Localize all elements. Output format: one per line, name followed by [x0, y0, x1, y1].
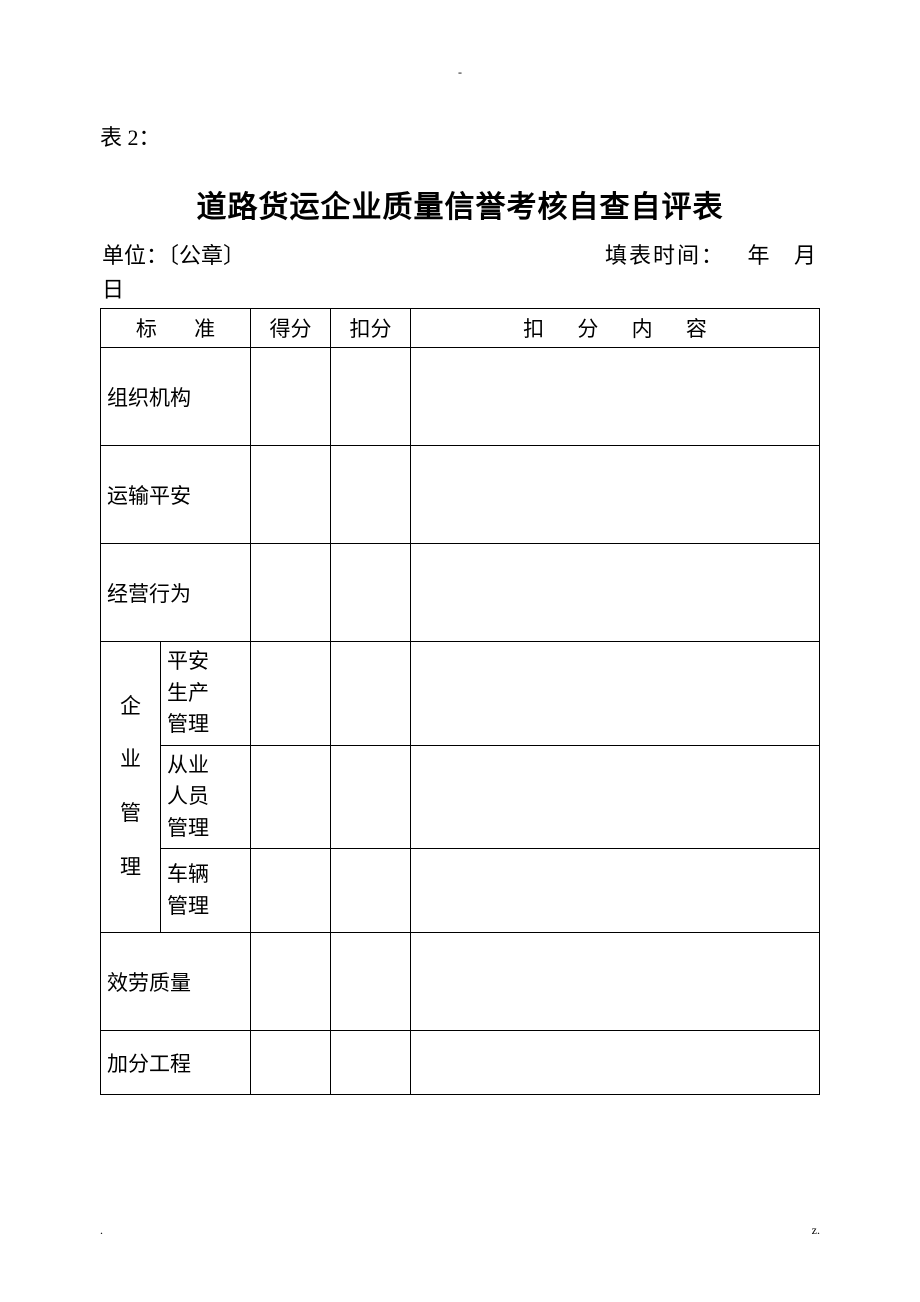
- cell-deduct: [331, 1031, 411, 1095]
- table-row: 组织机构: [101, 348, 820, 446]
- fill-time-label: 填表时间： 年 月: [605, 238, 818, 270]
- cell-score: [251, 348, 331, 446]
- table-row: 加分工程: [101, 1031, 820, 1095]
- cell-score: [251, 642, 331, 746]
- top-center-mark: -: [100, 65, 820, 80]
- cell-score: [251, 446, 331, 544]
- col-standard: 标 准: [101, 309, 251, 348]
- table-row: 从业人员管理: [101, 745, 820, 849]
- cell-deduct-content: [411, 849, 820, 933]
- row-enterprise-mgmt-group: 企业管理: [101, 642, 161, 933]
- fill-time-prefix: 填表时间：: [605, 243, 725, 268]
- row-safety-production-mgmt: 平安生产管理: [161, 642, 251, 746]
- year-label: 年: [747, 243, 771, 268]
- col-score: 得分: [251, 309, 331, 348]
- row-personnel-mgmt: 从业人员管理: [161, 745, 251, 849]
- cell-deduct-content: [411, 544, 820, 642]
- cell-deduct-content: [411, 446, 820, 544]
- cell-deduct-content: [411, 745, 820, 849]
- cell-deduct-content: [411, 933, 820, 1031]
- table-header-row: 标 准 得分 扣分 扣 分 内 容: [101, 309, 820, 348]
- cell-score: [251, 849, 331, 933]
- table-row: 车辆管理: [101, 849, 820, 933]
- row-service-quality: 效劳质量: [101, 933, 251, 1031]
- footer-left-mark: .: [100, 1223, 103, 1238]
- document-page: - 表 2： 道路货运企业质量信誉考核自查自评表 单位：〔公章〕 填表时间： 年…: [0, 0, 920, 1155]
- cell-deduct-content: [411, 642, 820, 746]
- cell-score: [251, 745, 331, 849]
- table-number-label: 表 2：: [100, 120, 820, 152]
- table-row: 经营行为: [101, 544, 820, 642]
- cell-deduct: [331, 642, 411, 746]
- cell-deduct-content: [411, 1031, 820, 1095]
- info-row: 单位：〔公章〕 填表时间： 年 月: [100, 238, 820, 270]
- cell-score: [251, 1031, 331, 1095]
- col-deduct: 扣分: [331, 309, 411, 348]
- row-org-structure: 组织机构: [101, 348, 251, 446]
- page-footer: . z.: [100, 1223, 820, 1238]
- day-label: 日: [100, 272, 820, 304]
- table-row: 企业管理 平安生产管理: [101, 642, 820, 746]
- row-business-behavior: 经营行为: [101, 544, 251, 642]
- footer-right-mark: z.: [812, 1223, 820, 1238]
- cell-deduct: [331, 446, 411, 544]
- table-row: 运输平安: [101, 446, 820, 544]
- row-vehicle-mgmt: 车辆管理: [161, 849, 251, 933]
- evaluation-table: 标 准 得分 扣分 扣 分 内 容 组织机构 运输平安 经营行为 企业管理 平安…: [100, 308, 820, 1095]
- cell-deduct: [331, 933, 411, 1031]
- row-transport-safety: 运输平安: [101, 446, 251, 544]
- document-title: 道路货运企业质量信誉考核自查自评表: [100, 182, 820, 226]
- cell-score: [251, 544, 331, 642]
- cell-deduct: [331, 849, 411, 933]
- unit-label: 单位：〔公章〕: [102, 238, 605, 270]
- cell-score: [251, 933, 331, 1031]
- month-label: 月: [794, 243, 818, 268]
- cell-deduct: [331, 745, 411, 849]
- col-deduct-content: 扣 分 内 容: [411, 309, 820, 348]
- table-row: 效劳质量: [101, 933, 820, 1031]
- row-bonus-project: 加分工程: [101, 1031, 251, 1095]
- cell-deduct: [331, 348, 411, 446]
- cell-deduct: [331, 544, 411, 642]
- cell-deduct-content: [411, 348, 820, 446]
